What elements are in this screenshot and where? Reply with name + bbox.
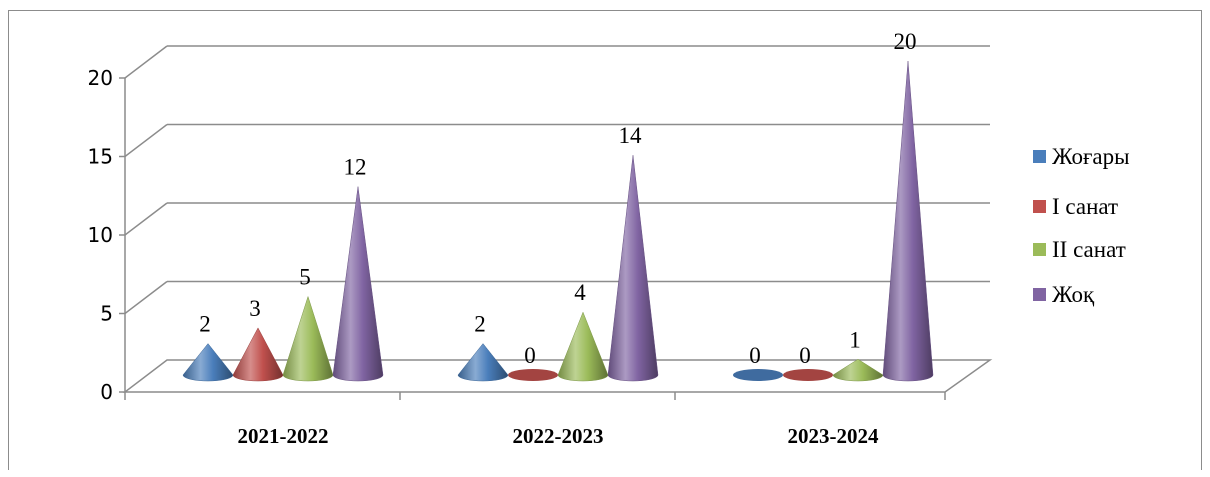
cone-II санат: [832, 359, 884, 382]
legend-swatch: [1033, 243, 1046, 256]
legend-label: Жоғары: [1052, 144, 1130, 169]
legend-label: I санат: [1052, 194, 1118, 219]
gridline-side: [124, 123, 168, 158]
cone-Жоғары: [457, 343, 509, 382]
legend-swatch: [1033, 288, 1046, 301]
y-tick-label: 5: [100, 302, 113, 326]
y-tick-label: 10: [88, 223, 113, 247]
data-label: 14: [619, 123, 643, 148]
cone-flat-I санат: [508, 369, 558, 381]
gridline-side: [124, 280, 168, 315]
cone-flat-I санат: [783, 369, 833, 381]
legend-swatch: [1033, 200, 1046, 213]
data-label: 1: [849, 327, 861, 352]
data-label: 3: [249, 296, 261, 321]
legend-swatch: [1033, 150, 1046, 163]
data-label: 0: [749, 343, 761, 368]
data-label: 12: [344, 155, 367, 180]
legend-label: II санат: [1052, 237, 1126, 262]
category-label: 2023-2024: [788, 424, 879, 448]
legend-label: Жоқ: [1052, 282, 1095, 307]
y-tick-label: 15: [88, 145, 113, 169]
y-tick-label: 0: [100, 380, 113, 404]
cone-Жоқ: [882, 60, 934, 382]
data-label: 4: [574, 280, 586, 305]
cone-I санат: [232, 327, 284, 382]
cone-flat-Жоғары: [733, 369, 783, 381]
y-tick-label: 20: [88, 66, 113, 90]
data-label: 2: [474, 312, 486, 337]
data-label: 2: [199, 312, 211, 337]
cone-II санат: [282, 295, 334, 382]
data-label: 0: [799, 343, 811, 368]
cone-II санат: [557, 311, 609, 382]
gridline-side: [124, 45, 168, 79]
cone-Жоқ: [332, 186, 384, 382]
cone-Жоғары: [182, 343, 234, 382]
data-label: 0: [524, 343, 536, 368]
category-label: 2021-2022: [238, 424, 329, 448]
gridline-side: [124, 202, 168, 236]
data-label: 20: [894, 29, 917, 54]
category-label: 2022-2023: [513, 424, 604, 448]
data-label: 5: [299, 265, 311, 290]
chart-frame: [8, 10, 1202, 470]
cone-Жоқ: [607, 155, 659, 382]
